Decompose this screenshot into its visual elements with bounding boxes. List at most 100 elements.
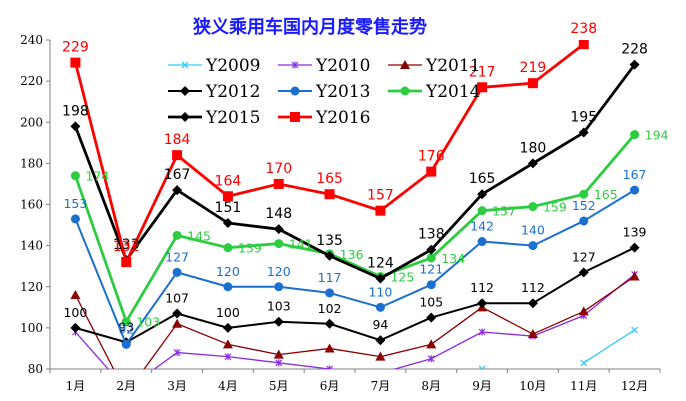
data-point	[273, 349, 284, 359]
data-label: 195	[570, 110, 597, 126]
data-label: 157	[492, 204, 516, 219]
data-label: 159	[543, 200, 567, 215]
data-point	[180, 86, 190, 96]
y-tick-label: 140	[20, 239, 43, 253]
data-point	[478, 328, 486, 336]
data-label: 170	[265, 161, 292, 177]
data-point	[275, 359, 283, 367]
data-point	[324, 250, 335, 261]
data-label: 105	[419, 295, 443, 310]
data-point	[121, 257, 132, 268]
data-point	[578, 40, 589, 50]
data-label: 121	[419, 262, 443, 277]
data-point	[477, 298, 488, 309]
data-label: 132	[113, 239, 140, 255]
data-label: 145	[187, 228, 211, 243]
x-tick-label: 6月	[320, 379, 340, 393]
data-label: 167	[164, 167, 191, 183]
data-label: 124	[367, 256, 394, 272]
data-point	[527, 329, 538, 339]
data-label: 117	[318, 270, 342, 285]
data-label: 103	[267, 299, 291, 314]
data-label: 148	[265, 206, 292, 222]
data-label: 141	[289, 237, 313, 252]
data-point	[172, 230, 182, 240]
data-point	[223, 282, 233, 292]
data-label: 217	[469, 64, 496, 80]
data-point	[477, 189, 488, 200]
data-point	[631, 326, 639, 334]
data-label: 153	[63, 196, 87, 211]
data-point	[290, 86, 300, 96]
data-point	[70, 121, 81, 132]
data-point	[477, 206, 487, 216]
data-point	[70, 57, 81, 68]
data-label: 127	[572, 249, 596, 264]
series-line	[583, 329, 635, 364]
data-point	[528, 202, 538, 212]
data-point	[375, 205, 386, 216]
data-label: 127	[165, 249, 189, 264]
legend-item-y2014: Y2014	[388, 82, 481, 102]
legend-label: Y2013	[315, 82, 371, 102]
x-tick-label: 5月	[269, 379, 289, 393]
data-label: 92	[118, 321, 134, 336]
legend-item-y2009: Y2009	[168, 56, 261, 76]
data-point	[70, 322, 81, 333]
data-point	[629, 242, 640, 253]
series-y2016	[70, 40, 589, 268]
legend-item-y2011: Y2011	[388, 56, 481, 76]
data-point	[427, 355, 435, 363]
data-point	[222, 339, 233, 349]
series-y2015	[70, 59, 640, 284]
data-point	[477, 237, 487, 247]
data-label: 112	[470, 280, 494, 295]
y-tick-label: 100	[20, 321, 43, 335]
data-point	[578, 267, 589, 278]
legend-label: Y2011	[425, 56, 481, 76]
data-point	[274, 282, 284, 292]
data-label: 229	[62, 40, 89, 56]
y-tick-label: 80	[28, 362, 43, 376]
data-label: 139	[238, 241, 262, 256]
x-tick-label: 9月	[472, 379, 492, 393]
data-label: 176	[418, 149, 445, 165]
data-point	[375, 273, 386, 284]
x-tick-label: 3月	[167, 379, 187, 393]
data-label: 100	[216, 305, 240, 320]
data-point	[579, 189, 589, 199]
data-label: 139	[623, 225, 647, 240]
data-label: 100	[63, 305, 87, 320]
data-label: 133	[113, 237, 140, 253]
data-point	[527, 158, 538, 169]
data-point	[222, 218, 233, 229]
data-label: 167	[623, 167, 647, 182]
data-point	[290, 112, 300, 122]
data-point	[400, 86, 410, 96]
data-point	[375, 351, 386, 361]
data-label: 157	[367, 188, 394, 204]
data-point	[325, 288, 335, 298]
data-point	[426, 312, 437, 323]
data-point	[273, 178, 284, 189]
data-label: 152	[572, 198, 596, 213]
data-point	[426, 166, 437, 177]
data-point	[172, 267, 182, 277]
legend-item-y2012: Y2012	[168, 82, 261, 102]
legend-item-y2015: Y2015	[168, 108, 261, 128]
data-point	[173, 349, 181, 357]
series-line	[74, 43, 585, 264]
data-point	[527, 78, 538, 89]
data-point	[172, 185, 183, 196]
data-label: 112	[521, 280, 545, 295]
data-point	[274, 239, 284, 249]
data-point	[477, 82, 488, 93]
legend-label: Y2016	[315, 108, 371, 128]
data-point	[324, 189, 335, 200]
data-label: 120	[216, 264, 240, 279]
data-point	[426, 253, 436, 263]
data-label: 165	[316, 171, 343, 187]
data-point	[223, 243, 233, 253]
data-point	[579, 216, 589, 226]
